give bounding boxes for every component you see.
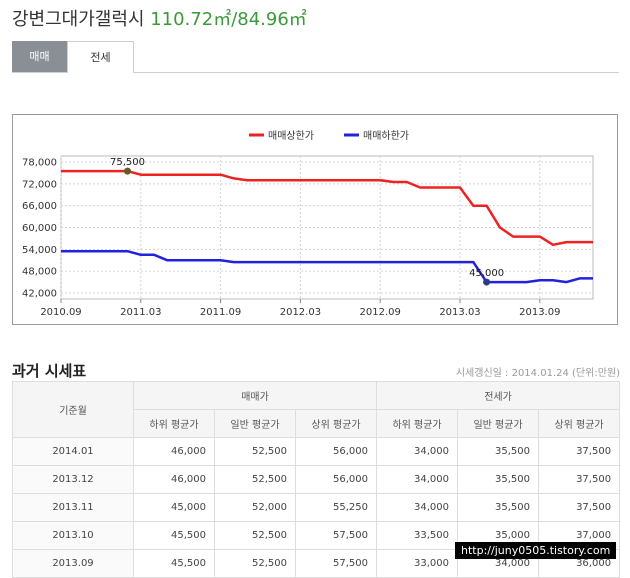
legend-label: 매매상한가 bbox=[268, 130, 314, 142]
cell-value: 46,000 bbox=[133, 465, 215, 494]
y-tick-label: 48,000 bbox=[22, 267, 57, 278]
series-line-lower bbox=[61, 249, 593, 284]
cell-value: 45,000 bbox=[133, 493, 215, 522]
x-tick-label: 2013.09 bbox=[519, 307, 560, 318]
cell-value: 56,000 bbox=[294, 465, 378, 494]
annotation-point bbox=[483, 278, 491, 286]
y-tick-label: 66,000 bbox=[22, 201, 57, 212]
cell-value: 34,000 bbox=[376, 465, 459, 494]
tab-sale[interactable]: 매매 bbox=[12, 41, 67, 72]
annotation-point bbox=[124, 167, 131, 175]
legend-label: 매매하한가 bbox=[363, 129, 409, 142]
table-row: 2013.10 45,500 52,500 57,500 33,500 35,0… bbox=[12, 521, 621, 550]
y-tick-label: 72,000 bbox=[22, 179, 57, 190]
cell-value: 33,000 bbox=[376, 549, 459, 578]
subcol-header: 상위 평균가 bbox=[538, 409, 621, 438]
cell-value: 52,500 bbox=[214, 465, 296, 494]
cell-value: 33,500 bbox=[376, 521, 459, 550]
price-type-tabs: 매매 전세 bbox=[12, 41, 619, 73]
cell-month: 2013.12 bbox=[12, 465, 134, 494]
subcol-header: 일반 평균가 bbox=[457, 409, 540, 438]
cell-value: 37,500 bbox=[538, 437, 621, 466]
x-tick-label: 2012.09 bbox=[360, 307, 401, 318]
cell-value: 52,500 bbox=[214, 549, 296, 578]
price-chart: 78,000 72,000 66,000 60,000 54,000 48,000 42,0… bbox=[12, 114, 618, 325]
subcol-header: 상위 평균가 bbox=[294, 409, 378, 438]
cell-value: 56,000 bbox=[294, 437, 378, 466]
cell-value: 57,500 bbox=[294, 521, 378, 550]
y-tick-label: 54,000 bbox=[22, 245, 57, 256]
tab-jeonse[interactable]: 전세 bbox=[67, 41, 134, 73]
complex-name: 강변그대가갤럭시 bbox=[12, 9, 145, 30]
subcol-header: 하위 평균가 bbox=[376, 409, 459, 438]
x-tick-label: 2013.03 bbox=[439, 307, 480, 318]
annotation-label: 45,000 bbox=[469, 268, 504, 279]
annotation-label: 75,500 bbox=[110, 157, 145, 168]
cell-value: 45,500 bbox=[133, 521, 215, 550]
cell-value: 46,000 bbox=[133, 437, 215, 466]
subcol-header: 일반 평균가 bbox=[214, 409, 296, 438]
group-sale-header: 매매가 bbox=[132, 381, 378, 410]
y-tick-label: 60,000 bbox=[22, 223, 57, 234]
cell-value: 52,500 bbox=[214, 521, 296, 550]
cell-value: 35,500 bbox=[457, 493, 540, 522]
cell-value: 55,250 bbox=[294, 493, 378, 522]
cell-month: 2014.01 bbox=[12, 437, 134, 466]
cell-value: 45,500 bbox=[133, 549, 215, 578]
x-tick-label: 2012.03 bbox=[280, 307, 321, 318]
page-title: 강변그대가갤럭시 110.72㎡/84.96㎡ bbox=[12, 5, 307, 31]
area-size: 110.72㎡/84.96㎡ bbox=[150, 9, 307, 30]
cell-value: 35,500 bbox=[457, 437, 540, 466]
update-info: 시세갱신일 : 2014.01.24 (단위:만원) bbox=[455, 368, 620, 379]
cell-month: 2013.09 bbox=[12, 549, 134, 578]
col-month-header: 기준월 bbox=[12, 381, 134, 438]
cell-value: 34,000 bbox=[376, 493, 459, 522]
cell-value: 37,500 bbox=[538, 493, 621, 522]
history-table: 기준월 매매가 전세가 하위 평균가 일반 평균가 상위 평균가 하위 평균가 … bbox=[12, 381, 621, 578]
table-row: 2014.01 46,000 52,500 56,000 34,000 35,5… bbox=[12, 437, 621, 466]
watermark: http://juny0505.tistory.com bbox=[455, 542, 617, 559]
subcol-header: 하위 평균가 bbox=[133, 409, 215, 438]
table-row: 2013.11 45,000 52,000 55,250 34,000 35,5… bbox=[12, 493, 621, 522]
history-title: 과거 시세표 bbox=[12, 362, 87, 380]
cell-value: 52,000 bbox=[214, 493, 296, 522]
y-tick-label: 78,000 bbox=[22, 158, 57, 169]
cell-month: 2013.10 bbox=[12, 521, 134, 550]
cell-value: 34,000 bbox=[376, 437, 459, 466]
cell-value: 35,500 bbox=[457, 465, 540, 494]
table-row: 2013.12 46,000 52,500 56,000 34,000 35,5… bbox=[12, 465, 621, 494]
cell-value: 52,500 bbox=[214, 437, 296, 466]
x-tick-label: 2010.09 bbox=[40, 307, 81, 318]
x-tick-label: 2011.03 bbox=[120, 307, 161, 318]
group-jeonse-header: 전세가 bbox=[376, 381, 621, 410]
y-tick-label: 42,000 bbox=[22, 289, 57, 300]
cell-month: 2013.11 bbox=[12, 493, 134, 522]
series-line-upper bbox=[61, 169, 593, 247]
cell-value: 37,500 bbox=[538, 465, 621, 494]
price-chart-svg: 78,000 72,000 66,000 60,000 54,000 48,000 42,0… bbox=[22, 129, 594, 318]
x-tick-label: 2011.09 bbox=[200, 307, 241, 318]
cell-value: 57,500 bbox=[294, 549, 378, 578]
